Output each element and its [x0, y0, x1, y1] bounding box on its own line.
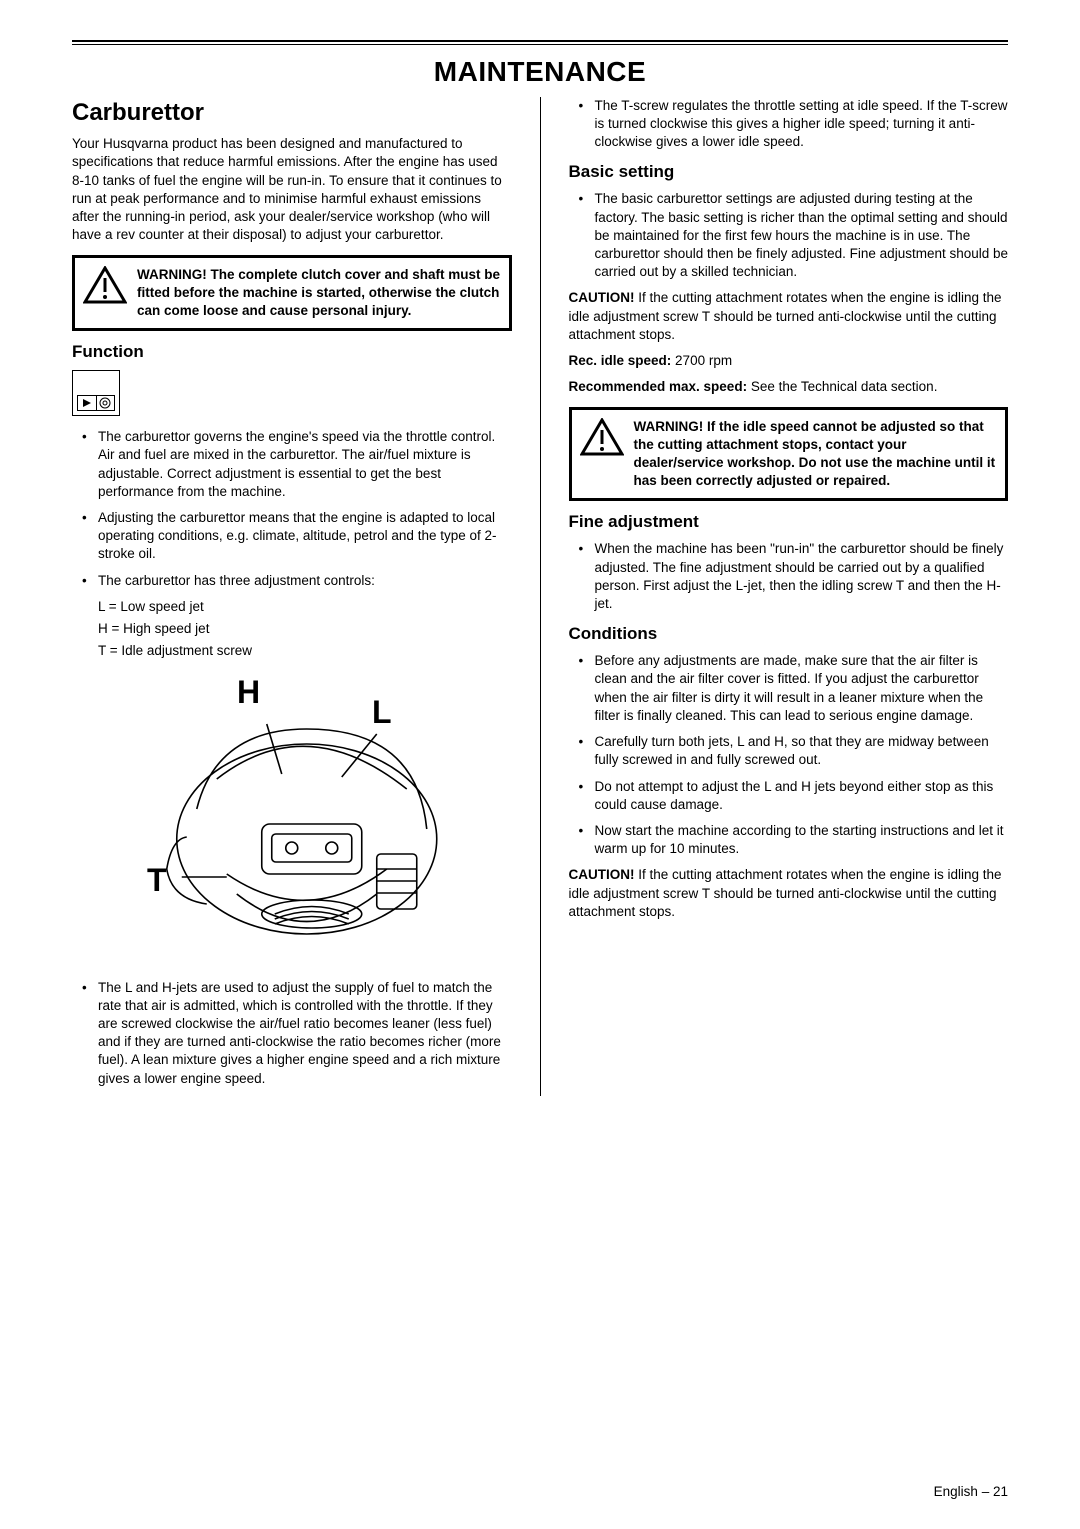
fine-bullet-1: When the machine has been "run-in" the c…	[569, 540, 1009, 613]
tscrew-bullets: The T-screw regulates the throttle setti…	[569, 97, 1009, 152]
right-column: The T-screw regulates the throttle setti…	[569, 97, 1009, 1096]
warning-box-clutch: WARNING! The complete clutch cover and s…	[72, 255, 512, 332]
rec-idle-label: Rec. idle speed:	[569, 353, 672, 368]
warning-box-idle: WARNING! If the idle speed cannot be adj…	[569, 407, 1009, 502]
engine-diagram: H L T	[72, 669, 512, 969]
cond-bullet-2: Carefully turn both jets, L and H, so th…	[569, 733, 1009, 769]
caution-1-label: CAUTION!	[569, 290, 635, 305]
func-bullet-1: The carburettor governs the engine's spe…	[72, 428, 512, 501]
cond-bullet-3: Do not attempt to adjust the L and H jet…	[569, 778, 1009, 814]
controls-list: L = Low speed jet H = High speed jet T =…	[72, 598, 512, 661]
basic-bullets: The basic carburettor settings are adjus…	[569, 190, 1009, 281]
control-H: H = High speed jet	[98, 620, 512, 638]
page-title: MAINTENANCE	[72, 53, 1008, 91]
function-bullets: The carburettor governs the engine's spe…	[72, 428, 512, 590]
footer-dash: –	[982, 1484, 990, 1499]
page-footer: English – 21	[934, 1483, 1008, 1501]
target-icon	[99, 397, 111, 409]
fig-label-L: L	[372, 691, 392, 734]
rec-max-label: Recommended max. speed:	[569, 379, 748, 394]
caution-1: CAUTION! If the cutting attachment rotat…	[569, 289, 1009, 344]
control-T: T = Idle adjustment screw	[98, 642, 512, 660]
rec-idle-value: 2700 rpm	[671, 353, 732, 368]
cond-bullet-4: Now start the machine according to the s…	[569, 822, 1009, 858]
tscrew-bullet: The T-screw regulates the throttle setti…	[569, 97, 1009, 152]
fine-bullets: When the machine has been "run-in" the c…	[569, 540, 1009, 613]
conditions-heading: Conditions	[569, 623, 1009, 646]
carburettor-heading: Carburettor	[72, 97, 512, 129]
func-bullet-3: The carburettor has three adjustment con…	[72, 572, 512, 590]
arrow-right-icon	[83, 399, 91, 407]
rec-idle: Rec. idle speed: 2700 rpm	[569, 352, 1009, 370]
footer-lang: English	[934, 1484, 978, 1499]
column-divider	[540, 97, 541, 1096]
fig-label-T: T	[147, 859, 167, 902]
rec-max: Recommended max. speed: See the Technica…	[569, 378, 1009, 396]
basic-bullet-1: The basic carburettor settings are adjus…	[569, 190, 1009, 281]
fig-label-H: H	[237, 671, 260, 714]
top-rule-thin	[72, 44, 1008, 45]
function-bullets-2: The L and H-jets are used to adjust the …	[72, 979, 512, 1088]
fine-adjustment-heading: Fine adjustment	[569, 511, 1009, 534]
footer-page: 21	[993, 1484, 1008, 1499]
intro-paragraph: Your Husqvarna product has been designed…	[72, 135, 512, 244]
basic-setting-heading: Basic setting	[569, 161, 1009, 184]
warning-text-clutch: WARNING! The complete clutch cover and s…	[137, 266, 501, 321]
cond-bullet-1: Before any adjustments are made, make su…	[569, 652, 1009, 725]
rec-max-value: See the Technical data section.	[747, 379, 937, 394]
function-small-figure	[72, 370, 120, 416]
conditions-bullets: Before any adjustments are made, make su…	[569, 652, 1009, 858]
content-columns: Carburettor Your Husqvarna product has b…	[72, 97, 1008, 1096]
control-L: L = Low speed jet	[98, 598, 512, 616]
warning-triangle-icon	[83, 266, 127, 304]
warning-text-idle: WARNING! If the idle speed cannot be adj…	[634, 418, 998, 491]
caution-2: CAUTION! If the cutting attachment rotat…	[569, 866, 1009, 921]
engine-svg	[72, 669, 512, 969]
warning-triangle-icon	[580, 418, 624, 456]
func-bullet-2: Adjusting the carburettor means that the…	[72, 509, 512, 564]
function-heading: Function	[72, 341, 512, 364]
top-rule-thick	[72, 40, 1008, 42]
left-column: Carburettor Your Husqvarna product has b…	[72, 97, 512, 1096]
caution-2-label: CAUTION!	[569, 867, 635, 882]
func-bullet-4: The L and H-jets are used to adjust the …	[72, 979, 512, 1088]
